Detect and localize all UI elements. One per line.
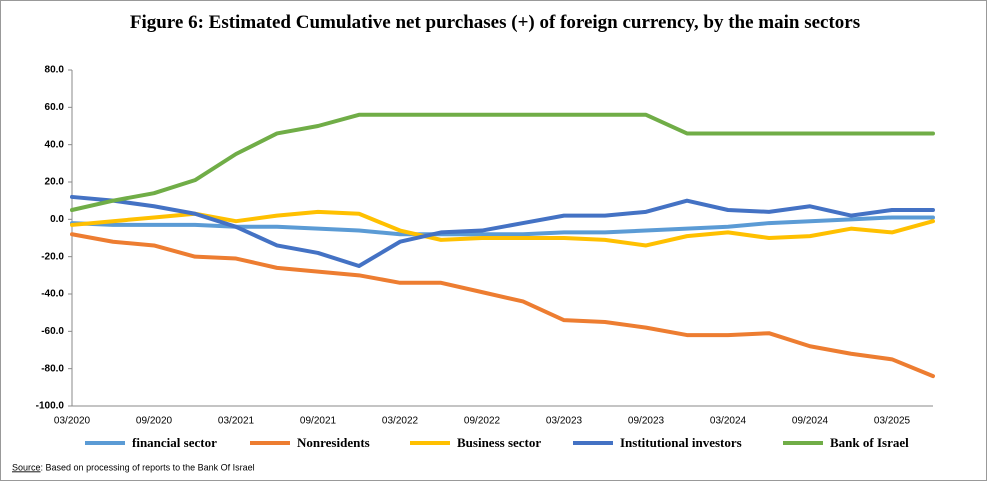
y-tick-label: -100.0: [36, 401, 65, 412]
legend-label: Business sector: [457, 435, 541, 450]
x-tick-label: 09/2022: [464, 416, 501, 427]
y-tick-label: -80.0: [41, 363, 64, 374]
y-tick-label: 20.0: [45, 177, 65, 188]
x-tick-label: 03/2025: [874, 416, 911, 427]
y-tick-label: -40.0: [41, 289, 64, 300]
x-tick-label: 03/2023: [546, 416, 583, 427]
x-tick-label: 03/2021: [218, 416, 255, 427]
y-tick-label: 60.0: [45, 102, 65, 113]
y-tick-label: 40.0: [45, 139, 65, 150]
x-tick-label: 03/2020: [54, 416, 91, 427]
source-label: Source: [12, 462, 41, 472]
series-line: [70, 215, 935, 237]
x-tick-label: 09/2024: [792, 416, 829, 427]
x-tick-label: 09/2020: [136, 416, 173, 427]
y-tick-label: 0.0: [50, 214, 64, 225]
x-tick-label: 03/2024: [710, 416, 747, 427]
chart-title: Figure 6: Estimated Cumulative net purch…: [129, 12, 861, 33]
legend-label: Institutional investors: [620, 435, 742, 450]
series-line: [70, 232, 935, 379]
legend-label: Bank of Israel: [830, 435, 909, 450]
series-line: [70, 194, 935, 268]
x-tick-label: 09/2023: [628, 416, 665, 427]
series-line: [70, 209, 935, 248]
y-tick-label: -20.0: [41, 251, 64, 262]
source-text: : Based on processing of reports to the …: [41, 462, 255, 472]
x-tick-label: 09/2021: [300, 416, 337, 427]
legend-label: financial sector: [132, 435, 217, 450]
y-tick-label: 80.0: [45, 65, 65, 76]
y-tick-label: -60.0: [41, 326, 64, 337]
x-tick-label: 03/2022: [382, 416, 419, 427]
legend-label: Nonresidents: [297, 435, 370, 450]
series-line: [70, 112, 935, 212]
